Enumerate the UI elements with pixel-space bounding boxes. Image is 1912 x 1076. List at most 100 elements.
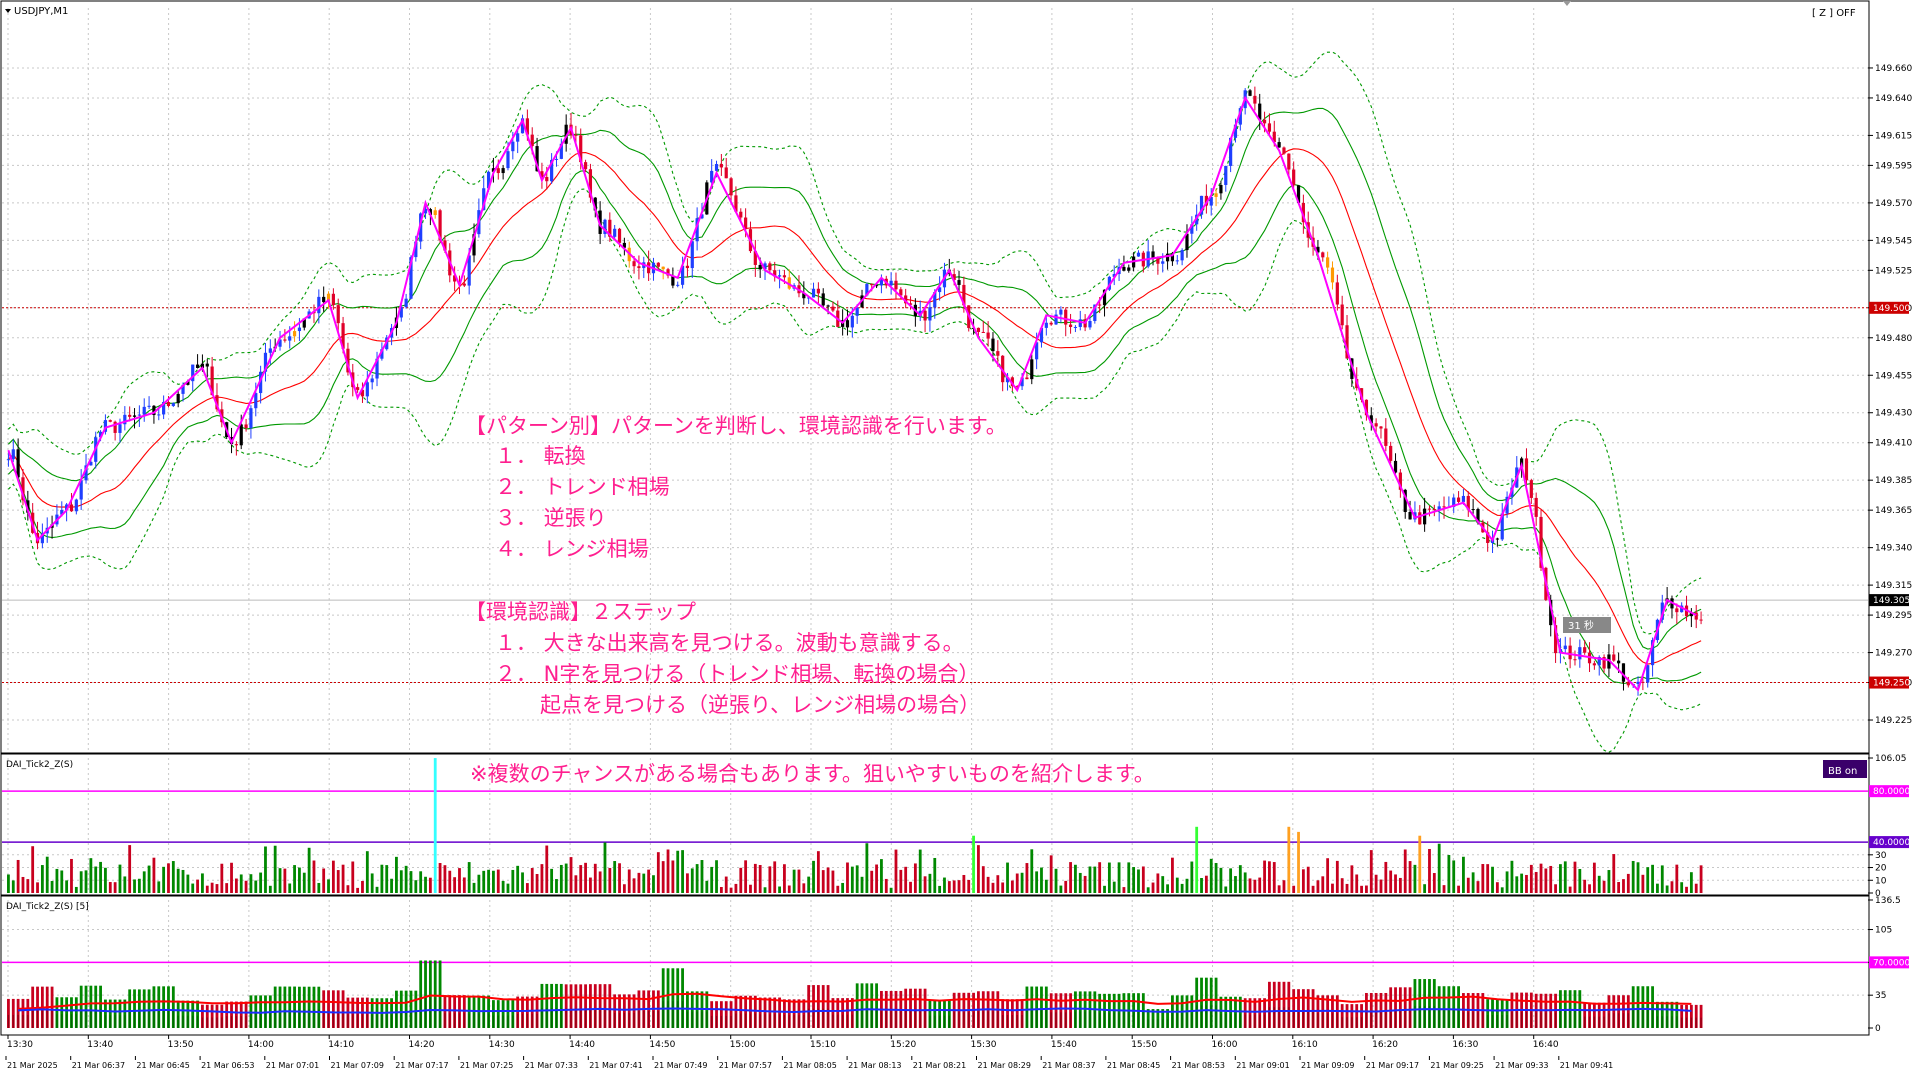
sub1-panel-frame: [0, 753, 1870, 896]
aggregate-volume-bar: [278, 986, 282, 1028]
z-status-label[interactable]: [ Z ] OFF: [1812, 8, 1856, 19]
aggregate-volume-bar: [1360, 1004, 1363, 1028]
volume-bar: [1195, 826, 1199, 893]
aggregate-volume-bar: [108, 999, 112, 1028]
x-tick-label: 16:10: [1292, 1040, 1318, 1050]
volume-bar: [278, 868, 282, 893]
volume-bar: [1161, 876, 1165, 893]
aggregate-volume-inner: [424, 997, 427, 1028]
volume-panel-2[interactable]: [2, 960, 1868, 1028]
aggregate-volume-inner: [720, 1015, 722, 1028]
volume-bar: [220, 863, 224, 893]
candle-body: [438, 210, 442, 241]
volume-bar: [1306, 866, 1310, 893]
volume-bar: [312, 860, 316, 893]
aggregate-volume-inner: [866, 1007, 868, 1028]
volume-bar: [1403, 849, 1407, 893]
volume-bar: [1311, 885, 1315, 893]
aggregate-volume-inner: [1094, 1011, 1096, 1028]
aggregate-volume-bar: [1224, 996, 1228, 1028]
candle-body: [356, 387, 360, 390]
volume-bar: [1088, 866, 1092, 893]
aggregate-volume-inner: [851, 1014, 853, 1028]
volume-bar: [1607, 870, 1611, 893]
aggregate-volume-inner: [327, 1011, 330, 1028]
aggregate-volume-bar: [855, 983, 859, 1028]
volume-bar: [424, 876, 427, 893]
aggregate-volume-inner: [1588, 1016, 1591, 1028]
aggregate-volume-bar: [783, 999, 786, 1028]
aggregate-volume-inner: [303, 1009, 305, 1028]
volume-bar: [113, 882, 117, 893]
candle-body: [1156, 257, 1160, 264]
aggregate-volume-inner: [842, 1014, 844, 1028]
aggregate-volume-bar: [448, 995, 452, 1028]
candle-body: [680, 265, 685, 285]
aggregate-volume-bar: [1151, 1009, 1155, 1028]
volume-bar: [1592, 862, 1596, 893]
candle-body: [1165, 253, 1170, 262]
candle-body: [1689, 612, 1693, 617]
candle-body: [65, 504, 69, 510]
volume-bar: [171, 861, 175, 893]
aggregate-volume-bar: [1408, 987, 1412, 1028]
main-price-panel[interactable]: [6, 51, 1703, 753]
volume-bar: [16, 859, 20, 893]
aggregate-volume-inner: [216, 1017, 218, 1028]
aggregate-volume-bar: [938, 1000, 942, 1028]
level-price-box: [1869, 676, 1909, 689]
aggregate-volume-inner: [1225, 1013, 1227, 1028]
aggregate-volume-inner: [1016, 1015, 1018, 1028]
candle-body: [205, 363, 209, 367]
aggregate-volume-inner: [914, 1010, 916, 1028]
volume-bar: [1219, 867, 1223, 893]
dropdown-triangle-icon[interactable]: [5, 9, 11, 13]
y-tick-label: 149.385: [1875, 476, 1912, 486]
x-tick-label: 16:00: [1212, 1040, 1238, 1050]
aggregate-volume-inner: [454, 1013, 456, 1028]
aggregate-volume-bar: [1049, 993, 1053, 1028]
candle-body: [1398, 472, 1402, 490]
aggregate-volume-inner: [1554, 1012, 1557, 1028]
candle-body: [870, 284, 874, 286]
candle-body: [1287, 153, 1291, 170]
volume-bar: [1365, 885, 1368, 893]
aggregate-volume-inner: [1021, 1015, 1023, 1028]
volume-bar: [1583, 879, 1587, 893]
volume-panel-1[interactable]: [2, 758, 1868, 893]
aggregate-volume-inner: [725, 1015, 727, 1028]
aggregate-volume-inner: [1671, 1016, 1673, 1028]
aggregate-volume-bar: [627, 994, 631, 1028]
candle-body: [1044, 322, 1048, 328]
annotation-item-1: １． 転換: [495, 444, 586, 468]
volume-bar: [370, 873, 374, 893]
aggregate-volume-bar: [923, 988, 927, 1028]
candle-body: [215, 395, 219, 410]
aggregate-volume-bar: [1103, 993, 1106, 1028]
y-tick-label: 149.455: [1875, 371, 1912, 381]
aggregate-volume-inner: [1147, 1019, 1149, 1028]
aggregate-volume-bar: [424, 960, 427, 1028]
aggregate-volume-bar: [1457, 986, 1460, 1028]
volume-bar: [1462, 856, 1465, 893]
aggregate-volume-inner: [594, 1008, 596, 1028]
aggregate-volume-inner: [1530, 1012, 1532, 1028]
volume-bar: [593, 863, 597, 893]
candle-body: [331, 293, 335, 306]
candle-body: [399, 307, 403, 318]
candle-body: [1068, 324, 1073, 328]
level-price-label: 149.500: [1873, 304, 1910, 314]
candle-body: [545, 177, 549, 182]
aggregate-volume-inner: [788, 1015, 790, 1028]
aggregate-volume-inner: [517, 1013, 519, 1028]
candle-body: [753, 251, 757, 265]
bb-on-badge-box[interactable]: [1823, 760, 1867, 778]
bb-on-badge[interactable]: BB on: [1828, 766, 1857, 777]
sub1-level-box: [1869, 836, 1909, 849]
annotation-item-3: ３． 逆張り: [495, 506, 607, 530]
aggregate-volume-inner: [1695, 1017, 1697, 1028]
volume-bar: [55, 868, 59, 893]
shift-marker-icon[interactable]: [1563, 1, 1571, 6]
aggregate-volume-inner: [696, 1011, 698, 1028]
